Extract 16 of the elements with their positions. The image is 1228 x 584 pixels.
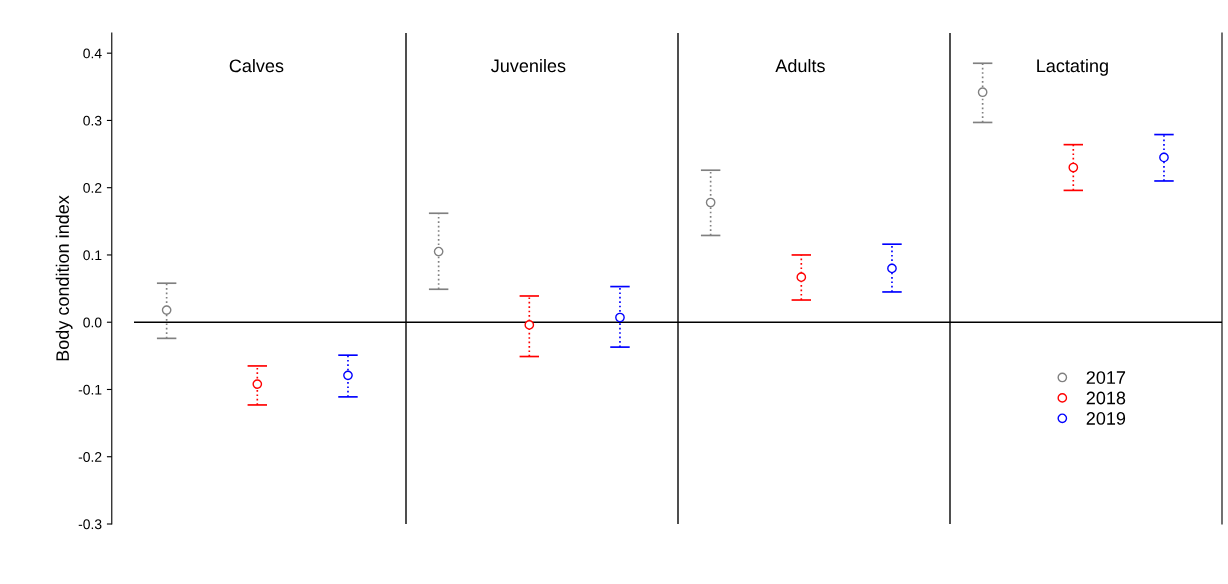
y-tick-label: 0.2 [83,183,102,193]
y-axis-title: Body condition index [55,195,73,361]
y-tick-label: 0.1 [83,250,102,261]
legend-label: 2019 [1086,412,1126,425]
y-tick-label: -0.3 [78,519,102,530]
legend-label: 2018 [1086,391,1126,405]
y-tick-label: -0.1 [78,384,102,395]
y-tick-label: 0.3 [83,115,102,126]
legend-label: 2017 [1086,371,1126,384]
x-tick-label: Calves [229,58,284,73]
x-tick-label: Juveniles [491,58,566,73]
y-tick-label: -0.2 [78,452,102,462]
x-tick-label: Lactating [1037,58,1108,76]
x-tick-label: Adults [775,58,825,73]
y-tick-label: 0.0 [83,317,102,328]
y-tick-label: 0.4 [83,48,102,59]
